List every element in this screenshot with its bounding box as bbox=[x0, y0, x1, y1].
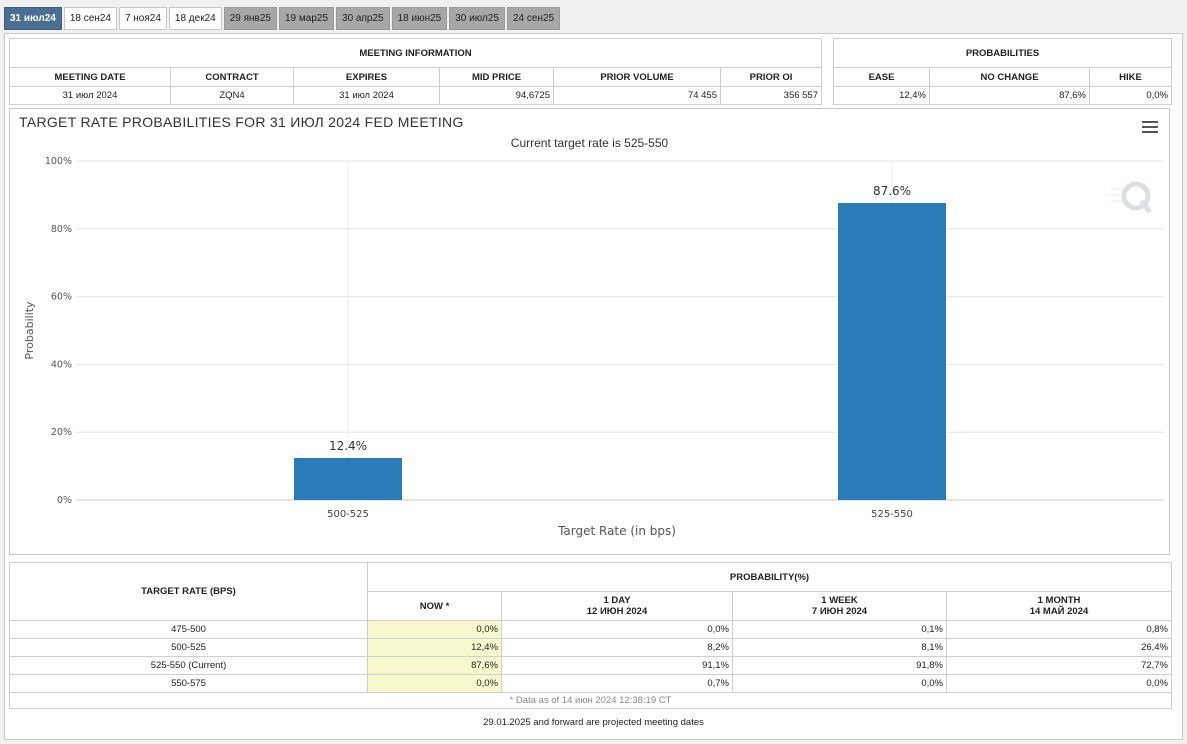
probability-group-header: PROBABILITY(%) bbox=[367, 562, 1172, 592]
one-month-cell: 26,4% bbox=[946, 638, 1172, 657]
watermark-logo bbox=[1107, 181, 1152, 214]
one-day-cell: 0,7% bbox=[501, 674, 733, 693]
y-tick-label: 80% bbox=[51, 224, 72, 235]
target-rate-cell: 525-550 (Current) bbox=[9, 656, 368, 675]
now-header: NOW * bbox=[367, 591, 502, 621]
one-day-header: 1 DAY 12 ИЮН 2024 bbox=[501, 591, 733, 621]
tab-30-apr-25[interactable]: 30 апр25 bbox=[336, 7, 390, 30]
one-week-cell: 91,8% bbox=[732, 656, 947, 675]
ease-header: EASE bbox=[833, 67, 930, 87]
target-rate-header: TARGET RATE (BPS) bbox=[9, 562, 368, 621]
prior-volume-value: 74 455 bbox=[553, 86, 721, 105]
tab-18-jun-25[interactable]: 18 июн25 bbox=[391, 7, 448, 30]
one-month-cell: 0,8% bbox=[946, 620, 1172, 639]
tab-19-mar-25[interactable]: 19 мар25 bbox=[278, 7, 335, 30]
meeting-date-header: MEETING DATE bbox=[9, 67, 171, 87]
tab-18-dec-24[interactable]: 18 дек24 bbox=[168, 7, 222, 30]
tab-24-sep-25[interactable]: 24 сен25 bbox=[506, 7, 561, 30]
one-day-cell: 91,1% bbox=[501, 656, 733, 675]
bar bbox=[838, 203, 946, 500]
tab-31-jul-24[interactable]: 31 июл24 bbox=[4, 7, 62, 30]
target-rate-chart: 0% 20% 40% 60% 80% 100% 12.4% 500-525 87.6% 525-5… bbox=[9, 108, 1170, 555]
no-change-header: NO CHANGE bbox=[929, 67, 1090, 87]
bar-data-label: 87.6% bbox=[873, 184, 911, 198]
y-tick-label: 0% bbox=[57, 495, 72, 506]
y-tick-label: 40% bbox=[51, 359, 72, 370]
table-row: 550-575 0,0% 0,7% 0,0% 0,0% bbox=[9, 674, 1172, 693]
mid-price-value: 94,6725 bbox=[439, 86, 554, 105]
main-panel: MEETING INFORMATION MEETING DATE CONTRAC… bbox=[4, 33, 1183, 740]
hamburger-menu-icon[interactable] bbox=[1142, 121, 1158, 133]
ease-value: 12,4% bbox=[833, 86, 930, 105]
prior-oi-value: 356 557 bbox=[720, 86, 822, 105]
expires-header: EXPIRES bbox=[293, 67, 440, 87]
prior-volume-header: PRIOR VOLUME bbox=[553, 67, 721, 87]
table-row: 500-525 12,4% 8,2% 8,1% 26,4% bbox=[9, 638, 1172, 657]
one-week-cell: 0,0% bbox=[732, 674, 947, 693]
one-month-cell: 72,7% bbox=[946, 656, 1172, 675]
one-month-header: 1 MONTH 14 МАЙ 2024 bbox=[946, 591, 1172, 621]
one-week-cell: 0,1% bbox=[732, 620, 947, 639]
x-tick-label: 525-550 bbox=[871, 509, 913, 520]
probabilities-title: PROBABILITIES bbox=[833, 38, 1172, 68]
one-week-header: 1 WEEK 7 ИЮН 2024 bbox=[732, 591, 947, 621]
chart-title: TARGET RATE PROBABILITIES FOR 31 ИЮЛ 202… bbox=[19, 114, 464, 130]
no-change-value: 87,6% bbox=[929, 86, 1090, 105]
hike-header: HIKE bbox=[1089, 67, 1172, 87]
now-cell: 12,4% bbox=[367, 638, 502, 657]
expires-value: 31 июл 2024 bbox=[293, 86, 440, 105]
one-week-cell: 8,1% bbox=[732, 638, 947, 657]
target-rate-cell: 475-500 bbox=[9, 620, 368, 639]
meeting-info-title: MEETING INFORMATION bbox=[9, 38, 822, 68]
y-tick-label: 100% bbox=[45, 156, 72, 167]
projected-dates-footer: 29.01.2025 and forward are projected mee… bbox=[483, 717, 704, 728]
tab-18-sep-24[interactable]: 18 сен24 bbox=[63, 7, 117, 30]
chart-svg: 0% 20% 40% 60% 80% 100% 12.4% 500-525 87.6% 525-5… bbox=[23, 156, 1164, 538]
meeting-date-value: 31 июл 2024 bbox=[9, 86, 171, 105]
one-day-cell: 0,0% bbox=[501, 620, 733, 639]
now-cell: 87,6% bbox=[367, 656, 502, 675]
meeting-info-table: MEETING INFORMATION MEETING DATE CONTRAC… bbox=[9, 38, 822, 105]
now-cell: 0,0% bbox=[367, 620, 502, 639]
one-month-cell: 0,0% bbox=[946, 674, 1172, 693]
contract-header: CONTRACT bbox=[170, 67, 294, 87]
bar-data-label: 12.4% bbox=[329, 439, 367, 453]
y-axis-title: Probability bbox=[23, 301, 36, 360]
tab-30-jul-25[interactable]: 30 июл25 bbox=[449, 7, 505, 30]
contract-value: ZQN4 bbox=[170, 86, 294, 105]
target-rate-cell: 500-525 bbox=[9, 638, 368, 657]
tab-7-nov-24[interactable]: 7 ноя24 bbox=[118, 7, 167, 30]
y-tick-label: 20% bbox=[51, 427, 72, 438]
mid-price-header: MID PRICE bbox=[439, 67, 554, 87]
prior-oi-header: PRIOR OI bbox=[720, 67, 822, 87]
one-day-cell: 8,2% bbox=[501, 638, 733, 657]
probability-history-table: TARGET RATE (BPS) PROBABILITY(%) NOW * 1… bbox=[9, 562, 1172, 709]
y-tick-label: 60% bbox=[51, 292, 72, 303]
now-cell: 0,0% bbox=[367, 674, 502, 693]
target-rate-cell: 550-575 bbox=[9, 674, 368, 693]
hike-value: 0,0% bbox=[1089, 86, 1172, 105]
table-row: 525-550 (Current) 87,6% 91,1% 91,8% 72,7… bbox=[9, 656, 1172, 675]
bar bbox=[294, 457, 402, 500]
data-as-of-note: * Data as of 14 июн 2024 12:38:19 CT bbox=[9, 692, 1172, 709]
meeting-tabs: 31 июл24 18 сен24 7 ноя24 18 дек24 29 ян… bbox=[4, 7, 561, 30]
probabilities-table: PROBABILITIES EASE NO CHANGE HIKE 12,4% … bbox=[833, 38, 1172, 105]
chart-subtitle: Current target rate is 525-550 bbox=[510, 136, 669, 150]
x-tick-label: 500-525 bbox=[327, 509, 369, 520]
x-axis-title: Target Rate (in bps) bbox=[557, 524, 676, 538]
tab-29-jan-25[interactable]: 29 янв25 bbox=[223, 7, 277, 30]
table-row: 475-500 0,0% 0,0% 0,1% 0,8% bbox=[9, 620, 1172, 639]
